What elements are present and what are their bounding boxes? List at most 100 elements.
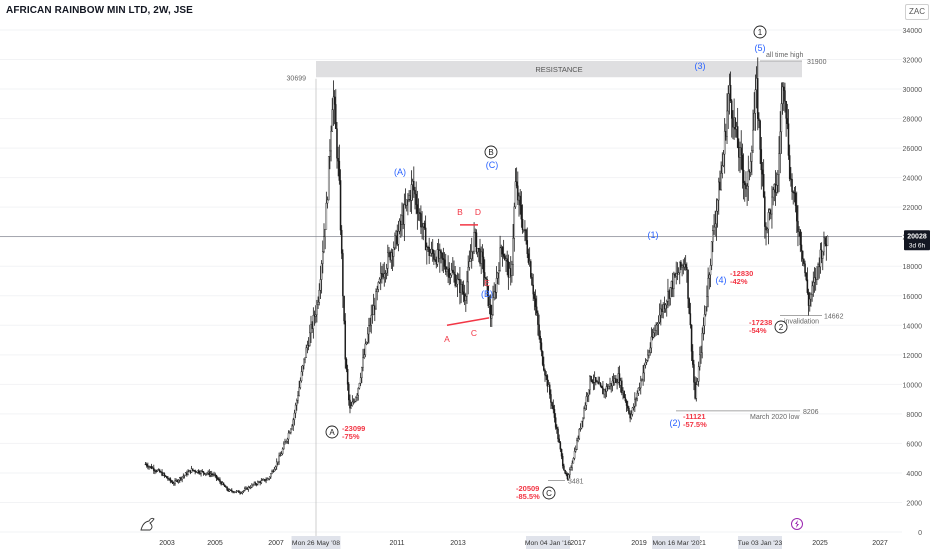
level-label-30699: 30699 [287, 76, 307, 83]
last-price-badge[interactable] [904, 230, 930, 251]
candle-body [610, 383, 612, 387]
candle-body [238, 490, 240, 493]
candle-body [166, 476, 168, 479]
candle-body [150, 465, 153, 469]
candle-body [195, 471, 198, 473]
candle-body [563, 465, 565, 471]
candle-body [223, 484, 226, 487]
candle-body [261, 479, 264, 481]
candle-body [324, 229, 326, 237]
candle-body [498, 270, 500, 274]
candle-body [489, 304, 492, 319]
candle-body [207, 471, 209, 474]
candle-body [579, 427, 582, 430]
candle-body [213, 474, 215, 476]
candle-body [156, 470, 159, 472]
candle-body [508, 268, 511, 278]
candle-body [538, 324, 540, 337]
chart-title: AFRICAN RAINBOW MIN LTD, 2W, JSE [6, 5, 193, 16]
wave-label-circled: 1 [758, 28, 763, 37]
candle-body [454, 274, 456, 286]
x-highlight-box [526, 536, 570, 549]
candle-body [473, 232, 475, 252]
candle-body [342, 253, 344, 297]
candle-body [772, 189, 774, 198]
candle-body [245, 487, 247, 489]
y-tick-label: 0 [918, 530, 922, 537]
candle-body [266, 478, 269, 481]
candle-body [748, 170, 751, 173]
candle-body [463, 294, 466, 301]
candle-body [584, 405, 586, 410]
candle-body [545, 375, 547, 377]
candle-body [455, 284, 458, 286]
candle-body [598, 383, 601, 385]
candle-body [506, 258, 508, 262]
candle-body [723, 130, 726, 155]
candle-body [499, 247, 501, 271]
candle-body [803, 258, 805, 264]
candle-body [298, 387, 300, 396]
candle-body [824, 237, 826, 245]
wave-label-blue: (4) [716, 275, 727, 285]
wave-circle [774, 320, 788, 334]
candle-body [583, 408, 585, 419]
candle-body [322, 251, 324, 264]
candle-body [611, 380, 614, 387]
candle-body [654, 330, 656, 333]
candle-body [705, 306, 707, 315]
candle-body [768, 209, 771, 213]
candle-body [357, 387, 360, 396]
candle-body [218, 478, 220, 481]
candle-body [745, 184, 747, 190]
candle-body [410, 184, 413, 201]
candle-body [551, 402, 553, 406]
candle-body [539, 335, 542, 343]
candle-body [401, 215, 403, 225]
candle-body [670, 281, 673, 288]
wave-label-blue: (B) [481, 289, 493, 299]
candle-body [297, 395, 299, 401]
candle-body [527, 253, 530, 263]
candle-body [209, 473, 212, 476]
candle-body [147, 465, 149, 468]
candle-body [680, 261, 682, 268]
candle-body [450, 269, 453, 276]
candle-body [576, 440, 578, 450]
currency-badge[interactable]: ZAC [905, 4, 929, 20]
candle-body [244, 488, 246, 491]
candle-body [700, 352, 702, 356]
candle-body [600, 385, 603, 389]
candle-body [708, 274, 711, 279]
candle-body [369, 324, 371, 327]
candle-body [757, 78, 759, 119]
candle-body [365, 341, 368, 345]
candle-body [649, 347, 651, 353]
candle-body [572, 458, 575, 464]
wave-label-blue: (3) [695, 61, 706, 71]
candle-body [674, 273, 676, 277]
x-tick-label: 2025 [812, 540, 828, 547]
candle-body [535, 306, 538, 314]
candle-body [225, 486, 227, 488]
candle-body [518, 195, 520, 201]
resistance-band[interactable] [316, 61, 802, 78]
candle-body [727, 93, 729, 112]
candle-body [811, 285, 813, 295]
candle-body [358, 383, 361, 389]
candle-body [368, 325, 370, 335]
candle-body [676, 273, 679, 275]
y-tick-label: 12000 [903, 353, 923, 360]
wave-label-red: C [471, 328, 477, 338]
triangle-lower-line[interactable] [446, 317, 490, 327]
candle-body [456, 278, 459, 285]
lightning-icon[interactable] [791, 518, 803, 530]
candle-body [668, 291, 670, 299]
candle-body [362, 357, 364, 368]
candle-body [573, 451, 576, 459]
wave-circle [325, 425, 339, 439]
candle-body [806, 279, 809, 293]
candle-body [480, 251, 482, 264]
candle-body [593, 377, 596, 383]
